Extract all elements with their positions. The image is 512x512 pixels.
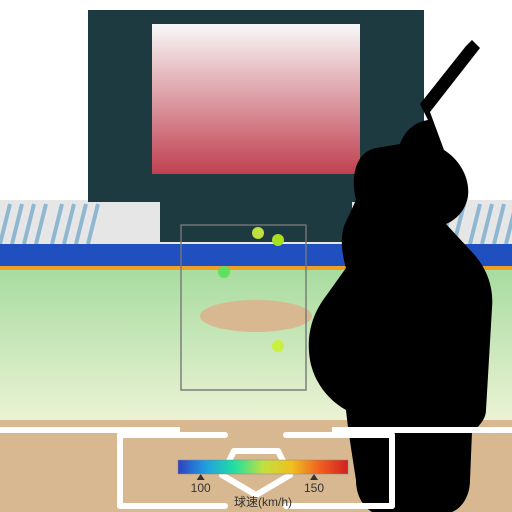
pitch-marker <box>272 340 284 352</box>
pitch-location-chart: 100 150 球速(km/h) <box>0 0 512 512</box>
legend-axis-label: 球速(km/h) <box>234 495 292 509</box>
pitch-marker <box>218 266 230 278</box>
pitch-marker <box>272 234 284 246</box>
pitch-marker <box>252 227 264 239</box>
legend-tick-label: 150 <box>304 481 324 495</box>
legend-tick-label: 100 <box>191 481 211 495</box>
